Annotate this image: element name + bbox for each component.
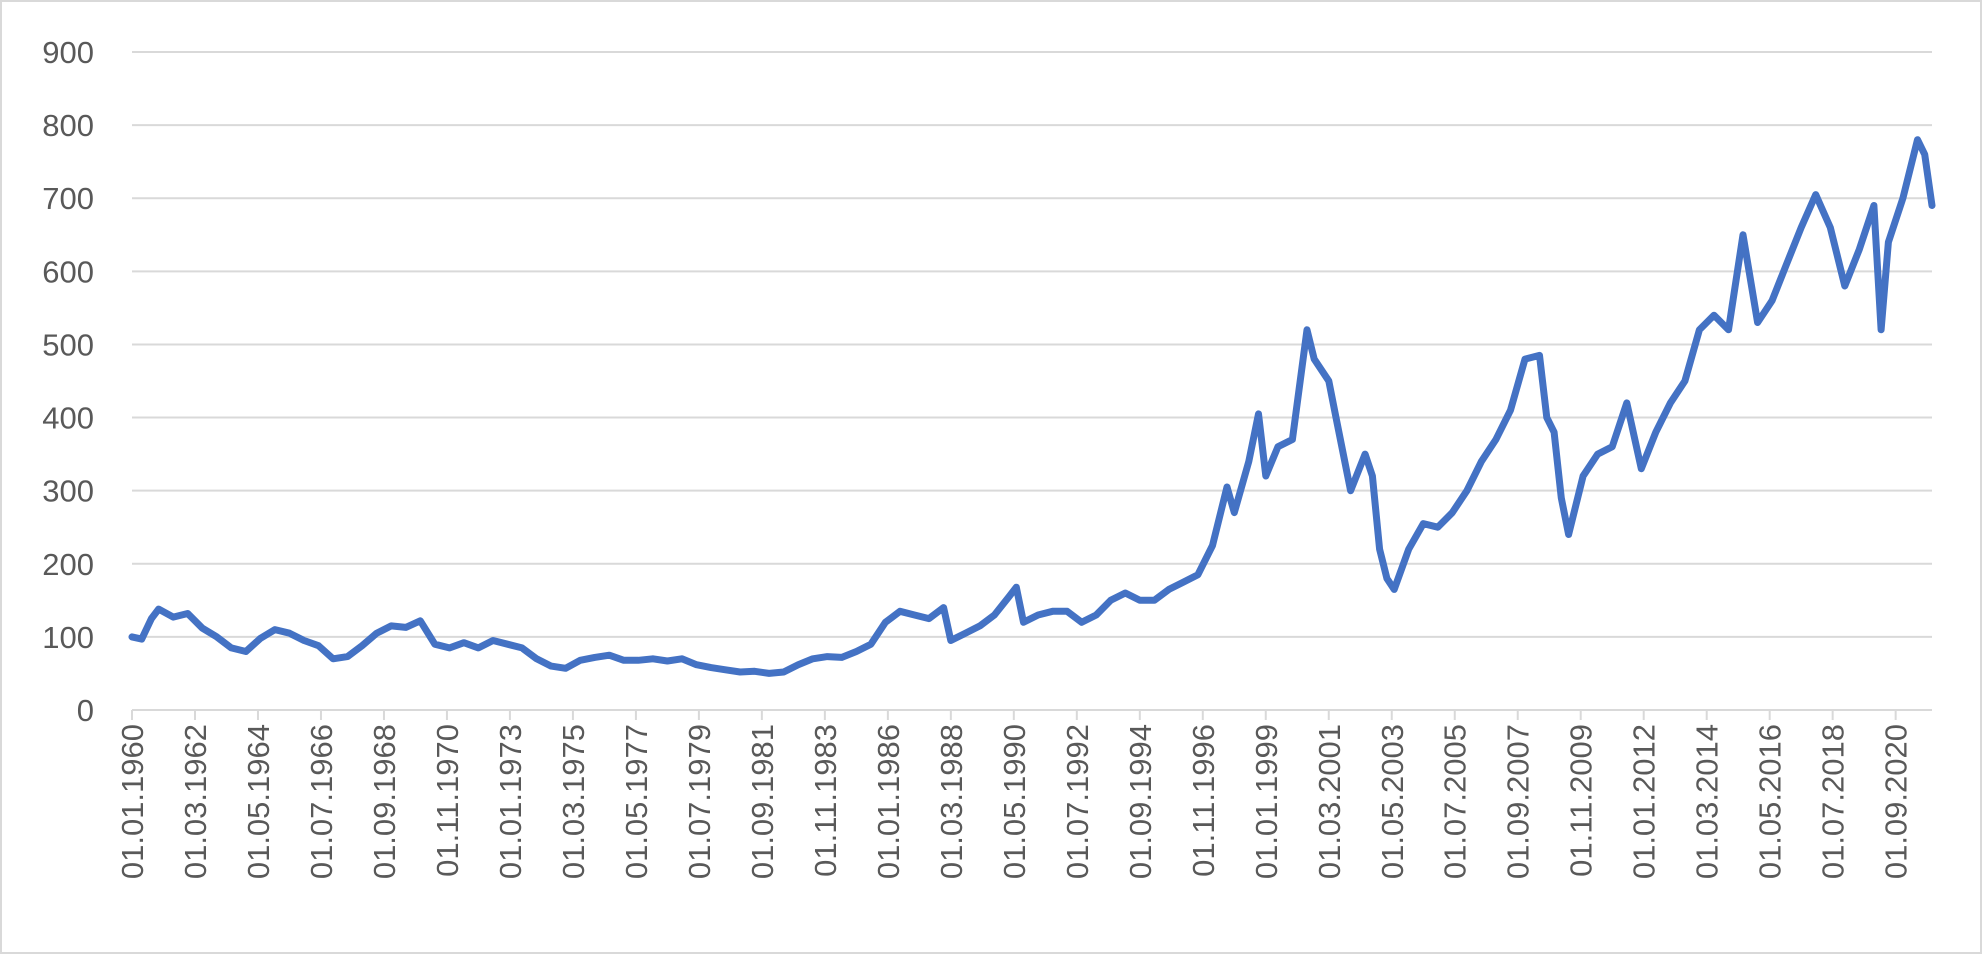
x-tick-label: 01.09.1994 xyxy=(1123,724,1158,879)
x-axis xyxy=(131,709,1932,720)
x-tick-label: 01.07.1992 xyxy=(1060,724,1095,879)
x-axis-tick-labels: 01.01.1960 01.03.1962 01.05.1964 01.07.1966… xyxy=(115,724,1914,879)
x-tick-label: 01.01.1960 xyxy=(115,724,150,879)
x-tick-label: 01.05.1977 xyxy=(619,724,654,879)
y-tick-label: 200 xyxy=(42,547,94,582)
y-axis-tick-labels: 0 100 200 300 400 500 600 700 800 900 xyxy=(42,35,94,728)
series-layer xyxy=(128,136,1936,677)
x-tick-label: 01.01.1973 xyxy=(493,724,528,879)
x-tick-label: 01.11.1983 xyxy=(808,724,843,877)
x-tick-label: 01.07.2018 xyxy=(1816,724,1851,879)
y-tick-label: 0 xyxy=(77,693,94,728)
x-tick-label: 01.03.1988 xyxy=(934,724,969,879)
y-tick-label: 300 xyxy=(42,474,94,509)
y-tick-label: 100 xyxy=(42,620,94,655)
x-tick-label: 01.07.2005 xyxy=(1438,724,1473,879)
series-line xyxy=(128,136,1936,677)
x-tick-label: 01.07.1979 xyxy=(682,724,717,879)
x-tick-label: 01.03.1962 xyxy=(178,724,213,879)
y-tick-label: 600 xyxy=(42,254,94,289)
y-tick-label: 700 xyxy=(42,181,94,216)
x-tick-label: 01.09.2020 xyxy=(1879,724,1914,879)
x-tick-label: 01.03.2014 xyxy=(1690,724,1725,879)
x-tick-label: 01.05.2003 xyxy=(1375,724,1410,879)
x-tick-label: 01.05.1964 xyxy=(241,724,276,879)
x-tick-label: 01.11.1996 xyxy=(1186,724,1221,877)
x-tick-label: 01.09.1968 xyxy=(367,724,402,879)
x-tick-label: 01.01.2012 xyxy=(1627,724,1662,879)
x-tick-label: 01.11.1970 xyxy=(430,724,465,877)
y-tick-label: 800 xyxy=(42,108,94,143)
x-tick-label: 01.05.1990 xyxy=(997,724,1032,879)
y-tick-label: 900 xyxy=(42,35,94,70)
x-tick-label: 01.09.2007 xyxy=(1501,724,1536,879)
x-tick-label: 01.03.2001 xyxy=(1312,724,1347,879)
x-tick-label: 01.07.1966 xyxy=(304,724,339,879)
x-tick-label: 01.09.1981 xyxy=(745,724,780,879)
x-tick-label: 01.11.2009 xyxy=(1564,724,1599,877)
x-tick-label: 01.05.2016 xyxy=(1753,724,1788,879)
y-tick-label: 400 xyxy=(42,401,94,436)
x-tick-label: 01.01.1986 xyxy=(871,724,906,879)
x-tick-label: 01.03.1975 xyxy=(556,724,591,879)
x-tick-label: 01.01.1999 xyxy=(1249,724,1284,879)
y-tick-label: 500 xyxy=(42,327,94,362)
gridlines xyxy=(132,51,1932,638)
